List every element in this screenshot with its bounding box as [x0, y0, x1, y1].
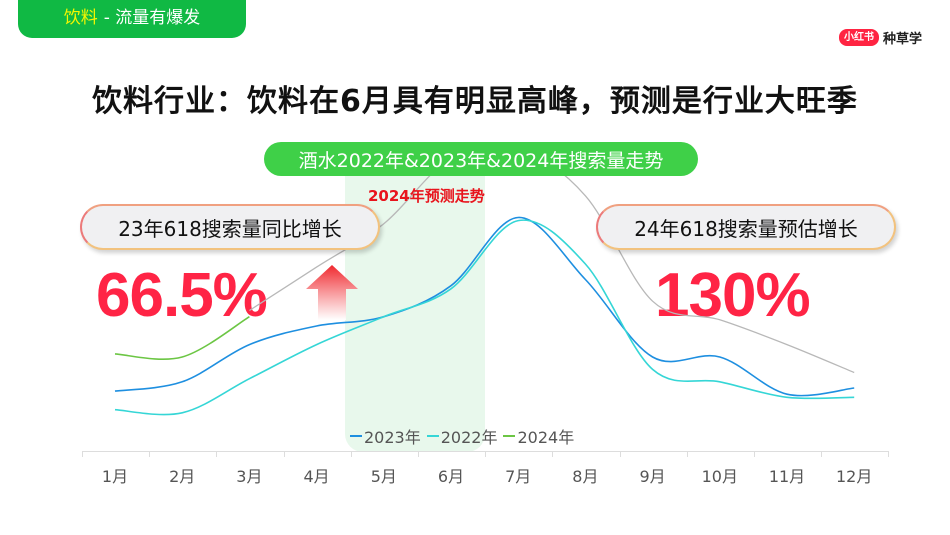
- section-tag-text: - 流量有爆发: [103, 8, 201, 28]
- up-arrow-icon: [306, 265, 358, 320]
- x-tick: [350, 451, 352, 457]
- brand-text: 种草学: [882, 32, 922, 47]
- callout-yoy-growth: 23年618搜索量同比增长: [80, 204, 380, 250]
- series-line-2024年预测: [249, 145, 855, 374]
- forecast-growth-value: 130%: [655, 261, 811, 330]
- x-tick: [686, 451, 688, 457]
- x-axis-label: 10月: [701, 467, 738, 486]
- x-axis-label: 6月: [437, 467, 465, 486]
- legend-label: 2022年: [440, 428, 498, 447]
- x-tick: [485, 451, 487, 457]
- section-tag-highlight: 饮料: [63, 8, 98, 28]
- legend-label: 2024年: [517, 428, 575, 447]
- x-axis-label: 11月: [768, 467, 806, 486]
- x-axis-label: 1月: [101, 467, 129, 486]
- forecast-label: 2024年预测走势: [368, 187, 485, 205]
- legend-item: 2023年: [350, 424, 421, 448]
- section-tag: 饮料 - 流量有爆发: [18, 0, 246, 38]
- x-axis: [82, 451, 888, 452]
- yoy-growth-value: 66.5%: [96, 261, 268, 330]
- x-axis-label: 7月: [505, 467, 532, 486]
- x-axis-label: 9月: [639, 467, 666, 486]
- legend-swatch-icon: [350, 435, 362, 437]
- callout-forecast-growth: 24年618搜索量预估增长: [596, 204, 896, 250]
- page-title: 饮料行业：饮料在6月具有明显高峰，预测是行业大旺季: [92, 84, 858, 119]
- legend-swatch-icon: [503, 435, 516, 437]
- series-line-2022年: [114, 219, 855, 416]
- legend-swatch-icon: [426, 435, 439, 437]
- x-tick: [754, 451, 755, 457]
- brand: 小红书 种草学: [838, 28, 922, 47]
- xiaohongshu-logo-icon: 小红书: [838, 29, 879, 46]
- legend-label: 2023年: [364, 428, 421, 447]
- chart-title-pill: 酒水2022年&2023年&2024年搜索量走势: [264, 142, 698, 176]
- x-axis-label: 5月: [370, 467, 397, 486]
- x-tick: [283, 451, 285, 457]
- x-tick: [216, 451, 218, 457]
- legend-item: 2022年: [426, 424, 498, 448]
- x-tick: [619, 451, 621, 457]
- x-axis-label: 8月: [572, 467, 599, 486]
- x-tick: [821, 451, 823, 457]
- x-tick: [888, 451, 890, 457]
- x-axis-label: 4月: [303, 467, 330, 486]
- x-axis-label: 3月: [236, 467, 263, 486]
- x-tick: [82, 451, 83, 457]
- x-tick: [149, 451, 151, 457]
- x-tick: [418, 451, 419, 457]
- legend-item: 2024年: [503, 424, 574, 448]
- x-tick: [552, 451, 554, 457]
- series-line-2023年: [114, 216, 855, 397]
- chart-legend: 2023年 2022年 2024年: [350, 424, 574, 448]
- x-axis-label: 12月: [836, 467, 873, 486]
- x-axis-label: 2月: [169, 467, 196, 486]
- series-line-2024年: [114, 316, 250, 360]
